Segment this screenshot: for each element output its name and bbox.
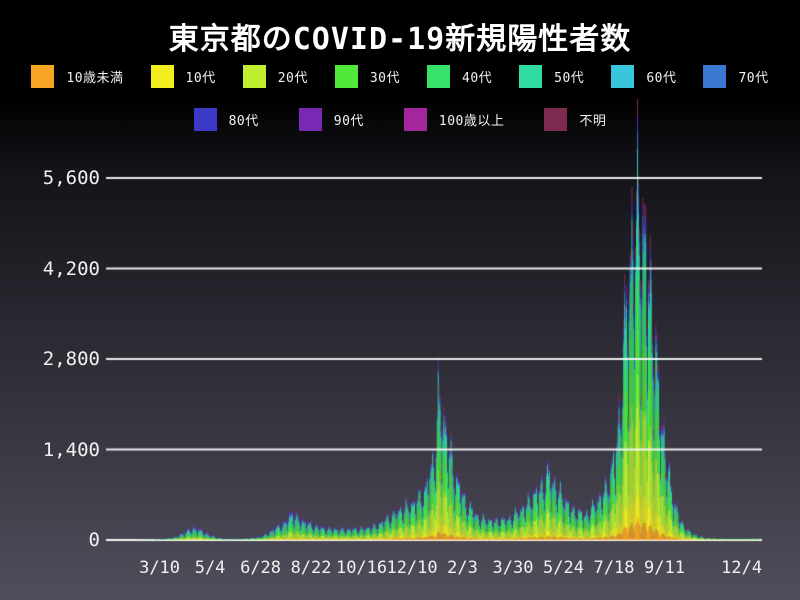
y-tick-label: 2,800 [42, 348, 100, 370]
x-tick-label: 3/10 [139, 558, 181, 578]
x-tick-label: 2/3 [447, 558, 478, 578]
y-tick-label: 4,200 [42, 257, 100, 280]
x-tick-label: 10/16 [335, 558, 388, 578]
x-tick-label: 7/18 [593, 558, 635, 578]
x-tick-label: 12/4 [721, 558, 763, 578]
x-tick-label: 12/10 [386, 558, 438, 578]
x-tick-label: 5/4 [194, 558, 226, 578]
x-tick-label: 6/28 [240, 558, 282, 578]
x-tick-label: 9/11 [644, 558, 685, 578]
x-tick-label: 8/22 [290, 558, 332, 578]
x-tick-label: 5/24 [543, 558, 584, 578]
y-tick-label: 0 [88, 529, 100, 551]
y-tick-label: 5,600 [42, 167, 100, 189]
x-tick-label: 3/30 [492, 558, 534, 578]
y-tick-label: 1,400 [42, 438, 100, 461]
